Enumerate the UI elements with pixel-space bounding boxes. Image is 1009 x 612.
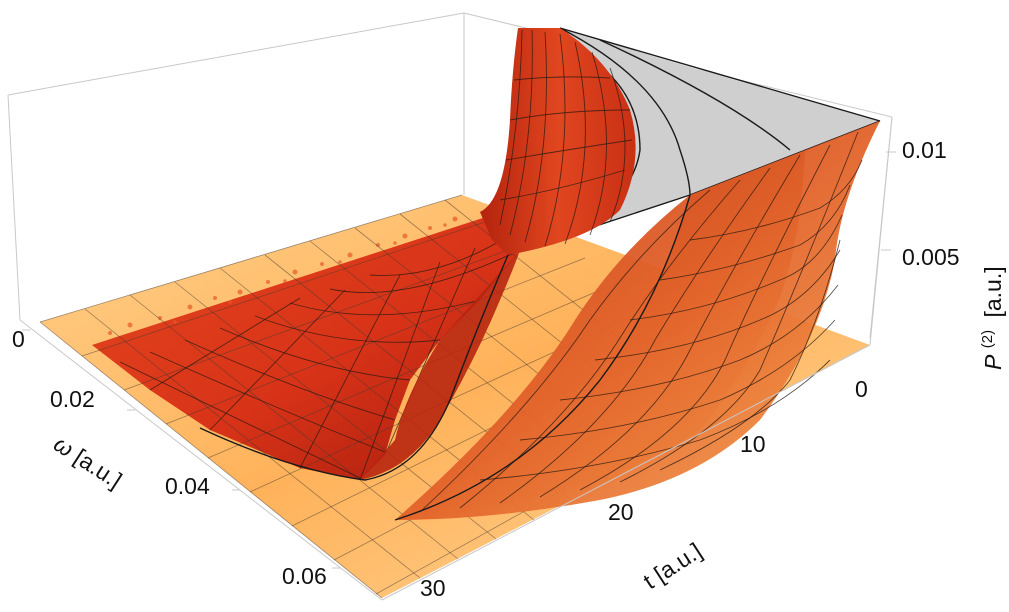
surface-front-wall: [395, 121, 880, 520]
omega-axis-label: ω [a.u.]: [49, 430, 126, 493]
omega-tick-3: 0.06: [282, 563, 327, 589]
wall-mesh: [419, 131, 863, 513]
front-curve: [394, 194, 691, 521]
p-axis-label: P (2) [a.u.]: [971, 266, 1006, 370]
p-tick-1: 0.01: [902, 137, 947, 163]
surface-left-wall: [360, 250, 520, 480]
t-tick-2: 20: [608, 499, 634, 525]
omega-tick-2: 0.04: [165, 473, 210, 499]
valley-curve: [199, 254, 509, 481]
noise-speckles: [108, 216, 458, 335]
t-tick-1: 10: [740, 431, 766, 457]
omega-tick-1: 0.02: [50, 386, 95, 412]
t-axis-label: t [a.u.]: [639, 538, 707, 595]
red-sheet-mesh: [119, 231, 521, 481]
spike-mesh: [499, 29, 633, 247]
surface-red-sheet: [92, 215, 520, 480]
t-tick-0: 0: [855, 376, 868, 402]
omega-tick-0: 0: [12, 326, 25, 352]
p-tick-0: 0.005: [902, 244, 960, 270]
p-axis: 0.01 0.005 P (2) [a.u.]: [881, 137, 1006, 370]
t-tick-3: 30: [420, 575, 446, 601]
bounding-box-front: [19, 116, 893, 601]
